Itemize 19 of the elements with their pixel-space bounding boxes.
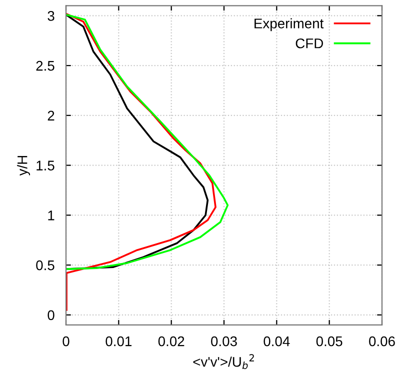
legend-label: CFD	[296, 38, 324, 48]
x-tick-label: 0	[62, 336, 70, 346]
x-tick-label: 0.02	[158, 336, 184, 346]
y-tick-label: 0.5	[36, 260, 54, 270]
y-tick-label: 2	[48, 110, 54, 120]
y-tick-label: 1.5	[36, 160, 54, 170]
x-tick-label: 0.05	[316, 336, 342, 346]
x-axis-title: <v'v'>/U$_{b}$$^{2}$	[193, 354, 254, 370]
y-tick-label: 0	[48, 310, 54, 320]
y-tick-label: 2.5	[36, 60, 54, 71]
line-series	[66, 12, 216, 311]
y-tick-label: 1	[48, 210, 54, 220]
x-tick-label: 0.03	[211, 336, 237, 346]
y-axis-title: y/H	[17, 156, 30, 176]
y-tick-label: 3	[48, 11, 54, 21]
legend-label: Experiment	[254, 18, 324, 32]
x-tick-label: 0.06	[369, 336, 395, 346]
x-tick-label: 0.04	[264, 336, 290, 346]
x-tick-label: 0.01	[106, 336, 132, 346]
